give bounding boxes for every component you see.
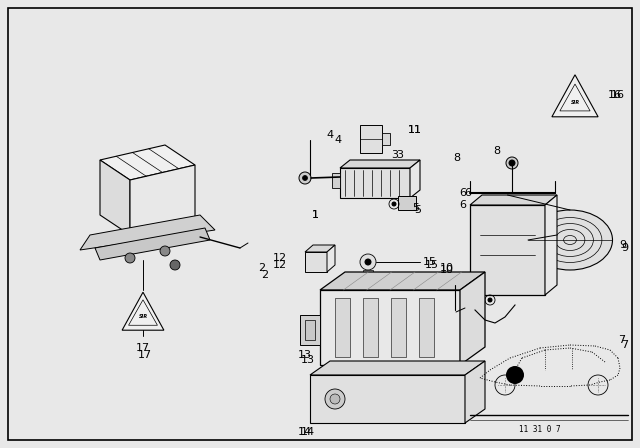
- Circle shape: [447, 310, 452, 314]
- Bar: [335, 298, 350, 357]
- Text: 15: 15: [423, 257, 437, 267]
- Polygon shape: [300, 315, 320, 345]
- Bar: [363, 270, 373, 282]
- Text: 6: 6: [460, 200, 467, 210]
- Polygon shape: [545, 195, 557, 295]
- Text: 12: 12: [273, 260, 287, 270]
- Text: 14: 14: [298, 427, 312, 437]
- Circle shape: [303, 176, 307, 181]
- Text: 2: 2: [259, 263, 266, 273]
- Text: 5: 5: [415, 205, 422, 215]
- Polygon shape: [130, 165, 195, 235]
- Bar: [305, 252, 327, 272]
- Bar: [363, 298, 378, 357]
- Polygon shape: [327, 245, 335, 272]
- Bar: [382, 133, 390, 145]
- Polygon shape: [470, 195, 557, 205]
- Text: SIR: SIR: [570, 99, 580, 104]
- Polygon shape: [340, 160, 420, 168]
- Text: 4: 4: [335, 135, 342, 145]
- Text: 13: 13: [301, 355, 315, 365]
- Text: 9: 9: [620, 240, 627, 250]
- Text: 12: 12: [273, 253, 287, 263]
- Ellipse shape: [527, 210, 612, 270]
- Polygon shape: [410, 160, 420, 198]
- Circle shape: [488, 298, 492, 302]
- Polygon shape: [310, 361, 485, 375]
- Polygon shape: [460, 272, 485, 365]
- Bar: [419, 298, 434, 357]
- Bar: [340, 168, 410, 198]
- Polygon shape: [552, 75, 598, 117]
- Text: 3: 3: [392, 150, 399, 160]
- Text: 8: 8: [493, 146, 500, 156]
- Text: 6: 6: [460, 188, 467, 198]
- Text: 13: 13: [298, 350, 312, 360]
- Circle shape: [160, 246, 170, 256]
- Circle shape: [392, 202, 396, 206]
- Text: 1: 1: [312, 210, 319, 220]
- Text: 8: 8: [453, 153, 461, 163]
- Text: 4: 4: [326, 130, 333, 140]
- Bar: [320, 290, 460, 365]
- Text: 10: 10: [440, 265, 454, 275]
- Circle shape: [125, 253, 135, 263]
- Text: 7: 7: [618, 335, 625, 345]
- Bar: [305, 320, 315, 340]
- Text: 1: 1: [312, 210, 319, 220]
- Text: 11: 11: [408, 125, 422, 135]
- Text: 14: 14: [301, 427, 315, 437]
- Text: SIR: SIR: [138, 314, 148, 319]
- Bar: [470, 205, 545, 295]
- Circle shape: [506, 366, 524, 384]
- Polygon shape: [100, 145, 195, 180]
- Polygon shape: [122, 292, 164, 330]
- Polygon shape: [95, 228, 210, 260]
- Text: 15: 15: [425, 260, 439, 270]
- Circle shape: [360, 254, 376, 270]
- Polygon shape: [305, 245, 335, 252]
- Text: 7: 7: [621, 340, 628, 350]
- Circle shape: [299, 172, 311, 184]
- Circle shape: [330, 394, 340, 404]
- Text: 9: 9: [621, 243, 628, 253]
- Bar: [360, 125, 382, 153]
- Text: 2: 2: [261, 270, 269, 280]
- Text: 11 31 0 7: 11 31 0 7: [519, 425, 561, 434]
- Text: 11: 11: [408, 125, 422, 135]
- Bar: [391, 298, 406, 357]
- Text: 3: 3: [397, 150, 403, 160]
- Bar: [310, 375, 465, 423]
- Text: 5: 5: [413, 203, 419, 213]
- Polygon shape: [465, 361, 485, 423]
- Circle shape: [325, 389, 345, 409]
- Circle shape: [506, 157, 518, 169]
- Polygon shape: [320, 272, 485, 290]
- Circle shape: [170, 260, 180, 270]
- Text: 16: 16: [608, 90, 622, 100]
- Circle shape: [365, 259, 371, 265]
- Text: 16: 16: [611, 90, 625, 100]
- Circle shape: [524, 246, 532, 254]
- Text: 10: 10: [440, 263, 454, 273]
- Text: 6: 6: [465, 188, 472, 198]
- Bar: [398, 196, 416, 210]
- Polygon shape: [80, 215, 215, 250]
- Bar: [332, 173, 340, 188]
- Circle shape: [509, 160, 515, 166]
- Text: 17: 17: [138, 350, 152, 360]
- Text: 17: 17: [136, 343, 150, 353]
- Circle shape: [462, 303, 470, 311]
- Polygon shape: [100, 160, 130, 235]
